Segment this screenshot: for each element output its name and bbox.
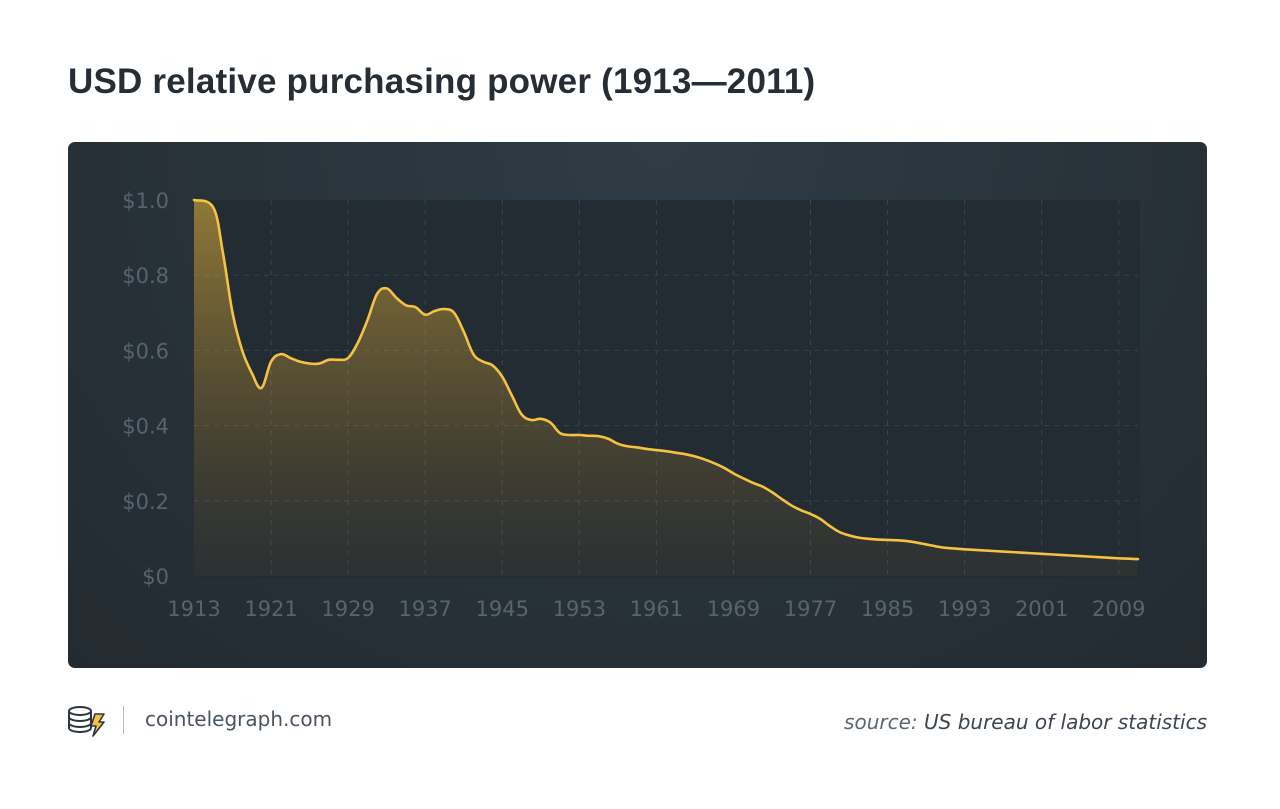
y-axis-labels: $0 $0.2 $0.4 $0.6 $0.8 $1.0 bbox=[122, 189, 169, 589]
source-value: US bureau of labor statistics bbox=[924, 710, 1207, 734]
x-axis-labels: 1913 1921 1929 1937 1945 1953 1961 1969 1977 1985… bbox=[167, 597, 1145, 621]
x-tick-label: 1913 bbox=[167, 597, 220, 621]
x-tick-label: 1953 bbox=[553, 597, 606, 621]
footer-site-link[interactable]: cointelegraph.com bbox=[145, 707, 333, 731]
y-tick-label: $0.2 bbox=[122, 490, 169, 514]
x-tick-label: 2009 bbox=[1092, 597, 1145, 621]
chart-svg: $0$0.2$0.4$0.6$0.8$1.0 1913 1921 1929 1937 1… bbox=[122, 189, 1145, 621]
chart-panel: $0 $0.2 $0.4 $0.6 $0.8 $1.0 1913 1921 1929 1937 1… bbox=[68, 142, 1207, 668]
footer-divider bbox=[123, 706, 124, 734]
y-tick-label: $0.4 bbox=[122, 415, 169, 439]
area-fill bbox=[194, 200, 1138, 576]
x-tick-label: 1961 bbox=[630, 597, 683, 621]
y-tick-label: $0.6 bbox=[122, 339, 169, 363]
x-tick-label: 1977 bbox=[784, 597, 837, 621]
x-tick-label: 1921 bbox=[244, 597, 297, 621]
source-label: source: bbox=[844, 710, 918, 734]
x-tick-label: 1969 bbox=[707, 597, 760, 621]
x-tick-label: 1993 bbox=[938, 597, 991, 621]
y-tick-label: $1.0 bbox=[122, 189, 169, 213]
x-tick-label: 1985 bbox=[861, 597, 914, 621]
x-tick-label: 1937 bbox=[398, 597, 451, 621]
x-tick-label: 2001 bbox=[1015, 597, 1068, 621]
series-line bbox=[192, 198, 1140, 561]
footer-source: source: US bureau of labor statistics bbox=[844, 710, 1207, 734]
cointelegraph-logo-icon bbox=[68, 706, 105, 737]
x-tick-label: 1929 bbox=[321, 597, 374, 621]
y-tick-label: $0.8 bbox=[122, 264, 169, 288]
x-tick-label: 1945 bbox=[476, 597, 529, 621]
y-tick-label: $0 bbox=[142, 565, 169, 589]
page-title: USD relative purchasing power (1913—2011… bbox=[68, 62, 816, 101]
